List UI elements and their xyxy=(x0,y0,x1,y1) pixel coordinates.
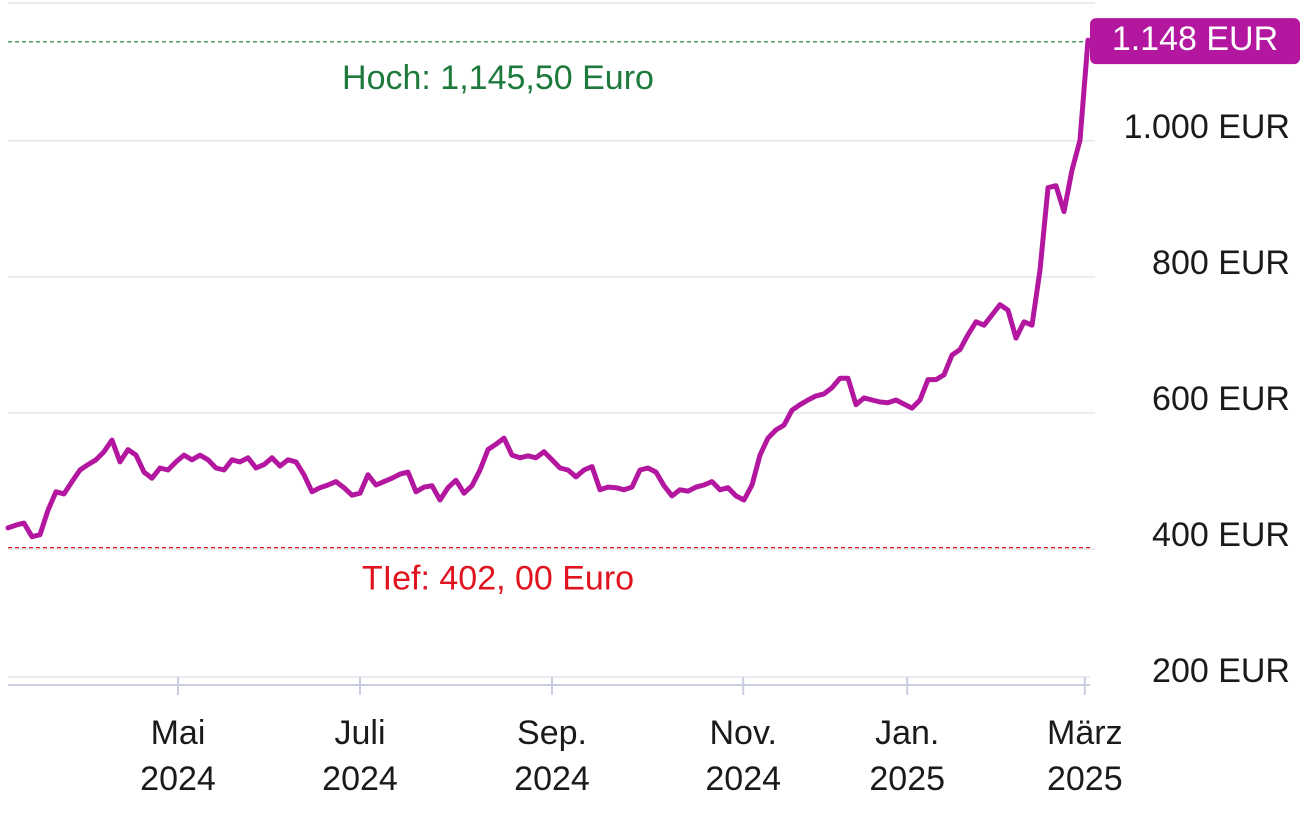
last-value-box xyxy=(1090,18,1300,65)
x-tick-label: Juli 2024 xyxy=(322,714,398,798)
x-tick-label: Mai 2024 xyxy=(140,714,216,798)
annotation-text: TIef: 402, 00 Euro xyxy=(362,560,634,598)
annotation-text: Hoch: 1,145,50 Euro xyxy=(342,59,654,97)
last-value-label: 1.148 EUR xyxy=(1112,20,1278,58)
x-tick-label: Sep. 2024 xyxy=(514,714,590,798)
y-tick-label: 400 EUR xyxy=(1152,516,1290,554)
price-line xyxy=(5,37,1091,540)
x-tick-label: März 2025 xyxy=(1047,714,1123,798)
y-tick-label: 800 EUR xyxy=(1152,244,1290,282)
y-tick-label: 200 EUR xyxy=(1152,652,1290,690)
x-tick-label: Jan. 2025 xyxy=(869,714,945,798)
x-tick-label: Nov. 2024 xyxy=(705,714,781,798)
y-tick-label: 1.000 EUR xyxy=(1124,108,1290,146)
y-tick-label: 600 EUR xyxy=(1152,380,1290,418)
